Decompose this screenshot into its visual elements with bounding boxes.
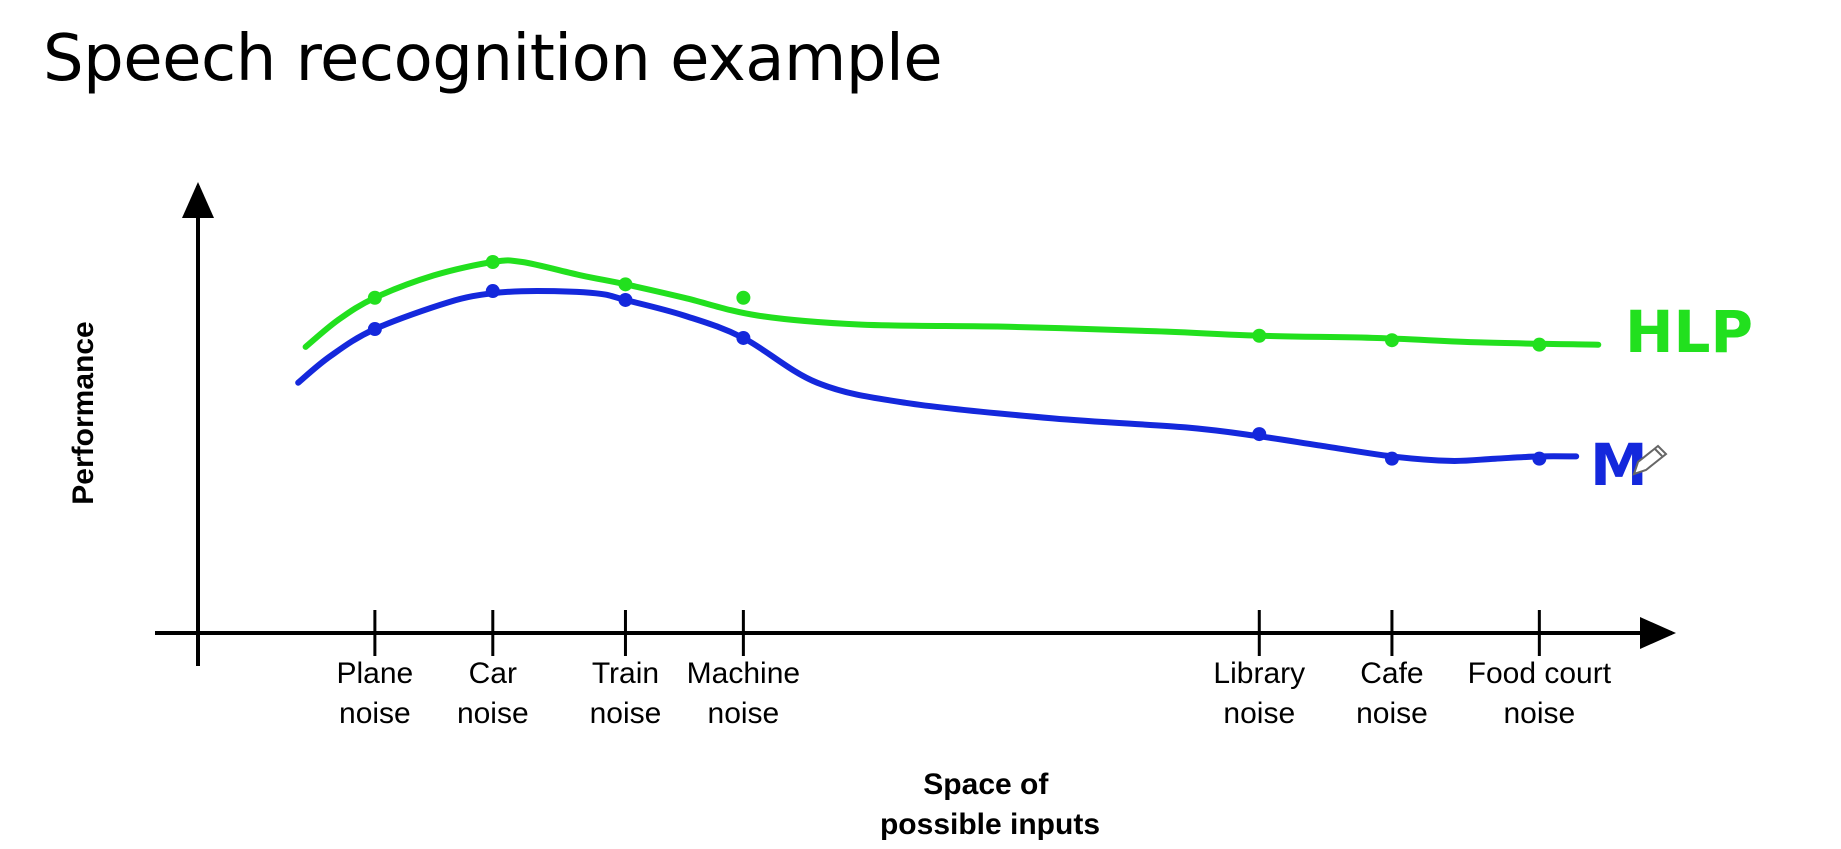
data-point-hlp-food-court-noise — [1532, 337, 1547, 352]
data-point-hlp-plane-noise — [367, 290, 382, 305]
x-tick-label-food-court-noise-line-2: noise — [1503, 697, 1575, 730]
x-tick-label-machine-noise-line-2: noise — [708, 697, 780, 730]
x-axis-label-line-1: Space of — [923, 768, 1049, 801]
data-point-hlp-car-noise — [485, 254, 500, 269]
x-tick-label-train-noise: Train noise — [590, 657, 662, 730]
x-tick-label-machine-noise-line-1: Machine — [687, 657, 800, 690]
x-axis-label: Space of possible inputs — [880, 768, 1100, 841]
series-label-hlp: HLP — [1625, 298, 1753, 366]
x-tick-label-food-court-noise-line-1: Food court — [1468, 657, 1612, 690]
x-tick-label-train-noise-line-2: noise — [590, 697, 662, 730]
series-line-hlp — [302, 257, 1602, 350]
chart-axes — [155, 182, 1676, 666]
data-point-m-library-noise — [1252, 427, 1267, 442]
x-tick-label-machine-noise: Machine noise — [687, 657, 800, 730]
x-tick-label-plane-noise-line-1: Plane — [337, 657, 414, 690]
x-tick-label-library-noise-line-2: noise — [1223, 697, 1295, 730]
x-tick-label-cafe-noise-line-2: noise — [1356, 697, 1428, 730]
x-tick-label-library-noise: Library noise — [1213, 657, 1305, 730]
x-tick-label-plane-noise: Plane noise — [337, 657, 414, 730]
series-layer — [295, 254, 1602, 466]
data-point-m-train-noise — [618, 292, 633, 307]
data-point-m-cafe-noise — [1384, 451, 1399, 466]
data-point-hlp-library-noise — [1252, 328, 1267, 343]
x-ticks — [373, 610, 1541, 656]
data-point-m-plane-noise — [367, 322, 382, 337]
data-point-hlp-machine-noise — [736, 290, 751, 305]
series-line-m — [295, 288, 1580, 464]
y-axis-label: Performance — [67, 321, 100, 504]
x-tick-label-train-noise-line-1: Train — [592, 657, 659, 690]
x-tick-label-cafe-noise-line-1: Cafe — [1360, 657, 1423, 690]
x-tick-label-car-noise-line-1: Car — [469, 657, 517, 690]
data-point-m-food-court-noise — [1532, 451, 1547, 466]
x-axis-label-line-2: possible inputs — [880, 808, 1100, 841]
data-point-hlp-cafe-noise — [1384, 333, 1399, 348]
x-tick-label-food-court-noise: Food court noise — [1468, 657, 1612, 730]
data-point-m-machine-noise — [736, 330, 751, 345]
x-tick-label-car-noise-line-2: noise — [457, 697, 529, 730]
x-tick-label-car-noise: Car noise — [457, 657, 529, 730]
data-point-hlp-train-noise — [618, 277, 633, 292]
x-tick-label-plane-noise-line-2: noise — [339, 697, 411, 730]
data-point-m-car-noise — [485, 284, 500, 299]
x-tick-label-library-noise-line-1: Library — [1213, 657, 1305, 690]
x-tick-labels: Plane noise Car noise Train noise Machine noise… — [337, 657, 1612, 730]
pen-cursor-icon — [1632, 444, 1668, 476]
slide-title: Speech recognition example — [43, 22, 943, 96]
x-tick-label-cafe-noise: Cafe noise — [1356, 657, 1428, 730]
